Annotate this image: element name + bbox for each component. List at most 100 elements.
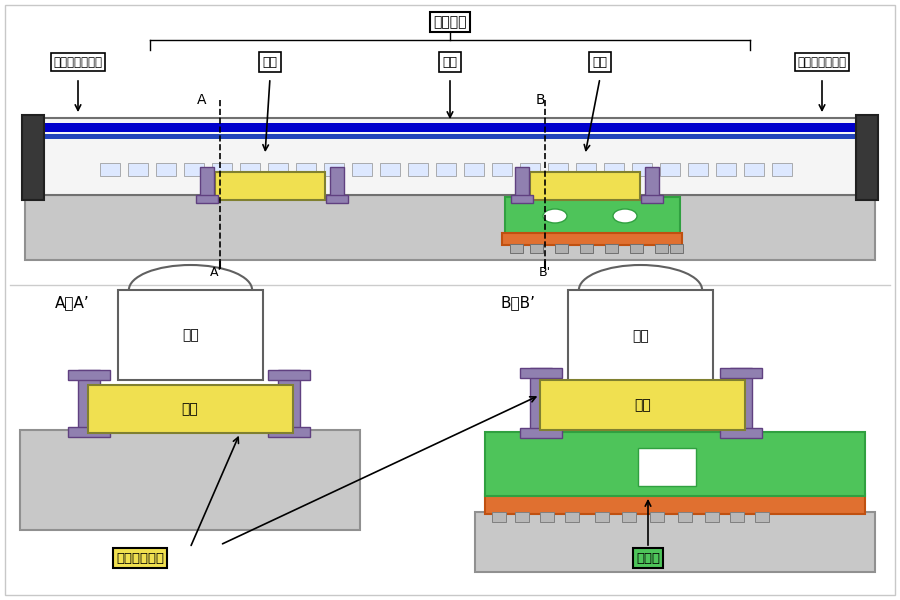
Bar [78,370,100,435]
Bar [215,172,325,200]
Bar [324,163,344,176]
Bar [22,115,44,200]
Bar [408,163,428,176]
Bar [240,163,260,176]
Bar [464,163,484,176]
Bar [568,290,713,382]
Bar [678,512,692,522]
Bar [515,512,529,522]
Bar [380,163,400,176]
Bar [605,244,618,253]
Bar [268,427,310,437]
Bar [565,512,579,522]
Bar [68,427,110,437]
Bar [595,512,609,522]
Bar [30,118,870,195]
Bar [156,163,176,176]
Bar [20,430,360,530]
Bar [128,163,148,176]
Bar [515,167,529,202]
Bar [720,428,762,438]
Text: 車体: 車体 [443,55,457,68]
Bar [492,512,506,522]
Bar [196,195,218,203]
Text: B': B' [539,265,551,278]
Text: 隣の車体の一部: 隣の車体の一部 [53,55,103,68]
Bar [650,512,664,522]
Text: 台車: 台車 [592,55,608,68]
Bar [118,290,263,380]
Bar [632,163,652,176]
Bar [604,163,624,176]
Bar [576,163,596,176]
Bar [268,163,288,176]
Bar [856,115,878,200]
Bar [645,167,659,202]
Bar [520,163,540,176]
Bar [755,512,769,522]
Text: 台車: 台車 [263,55,277,68]
Bar [580,244,593,253]
Bar [720,368,762,378]
Bar [296,163,316,176]
Bar [530,172,640,200]
Bar [548,163,568,176]
Bar [100,163,120,176]
Bar [555,244,568,253]
Bar [505,197,680,235]
Bar [30,123,870,132]
Bar [68,370,110,380]
Bar [705,512,719,522]
Bar [510,244,523,253]
Bar [25,195,875,260]
Bar [520,428,562,438]
Bar [716,163,736,176]
Text: 車体: 車体 [182,328,199,342]
Bar [330,167,344,202]
Text: 隣の車体の一部: 隣の車体の一部 [797,55,847,68]
Bar [638,448,696,486]
Bar [485,494,865,514]
Text: 模擬編成: 模擬編成 [433,15,467,29]
Bar [630,244,643,253]
Bar [660,163,680,176]
Bar [530,368,552,436]
Bar [540,512,554,522]
Text: B: B [536,93,544,107]
Bar [511,195,533,203]
Bar [730,512,744,522]
Bar [730,368,752,436]
Text: 加振台: 加振台 [636,551,660,565]
Bar [268,370,310,380]
Bar [30,134,870,139]
Text: A': A' [210,265,222,278]
Bar [278,370,300,435]
Bar [520,368,562,378]
Bar [772,163,792,176]
Text: A: A [197,93,207,107]
Bar [530,244,543,253]
Bar [436,163,456,176]
Bar [655,244,668,253]
Bar [212,163,232,176]
Bar [492,163,512,176]
Bar [184,163,204,176]
Bar [352,163,372,176]
Ellipse shape [613,209,637,223]
Bar [744,163,764,176]
Bar [641,195,663,203]
Bar [88,385,293,433]
Bar [502,233,682,245]
Bar [688,163,708,176]
Bar [326,195,348,203]
Bar [540,380,745,430]
Bar [622,512,636,522]
Text: A－A’: A－A’ [55,295,90,311]
Text: 電磁加振装置: 電磁加振装置 [116,551,164,565]
Text: B－B’: B－B’ [500,295,535,311]
Text: 台車: 台車 [634,398,652,412]
Bar [200,167,214,202]
Bar [670,244,683,253]
Text: 台車: 台車 [182,402,198,416]
Ellipse shape [543,209,567,223]
